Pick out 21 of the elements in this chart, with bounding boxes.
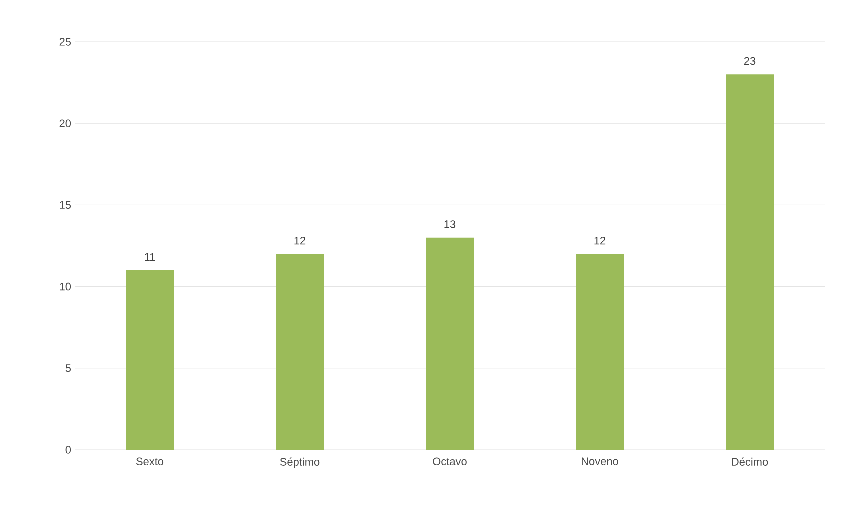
bar xyxy=(126,270,174,450)
x-tick-label: Octavo xyxy=(433,458,467,466)
data-label: 12 xyxy=(594,237,606,245)
bar xyxy=(276,254,324,450)
data-label: 12 xyxy=(294,237,306,245)
bar xyxy=(726,74,774,450)
y-tick-label: 25 xyxy=(60,38,72,46)
data-label: 13 xyxy=(444,220,456,228)
data-label: 11 xyxy=(145,253,156,261)
x-tick-label: Noveno xyxy=(582,458,618,466)
y-tick-label: 5 xyxy=(66,364,72,372)
bar xyxy=(426,238,474,450)
y-tick-label: 0 xyxy=(66,446,72,454)
x-tick-label: Décimo xyxy=(732,458,768,466)
bar xyxy=(576,254,624,450)
y-tick-label: 15 xyxy=(60,201,72,210)
y-tick-label: 20 xyxy=(60,120,72,128)
x-tick-label: Séptimo xyxy=(280,458,320,468)
x-tick-label: Sexto xyxy=(136,458,164,466)
data-label: 23 xyxy=(744,57,756,66)
y-tick-label: 10 xyxy=(60,282,72,291)
